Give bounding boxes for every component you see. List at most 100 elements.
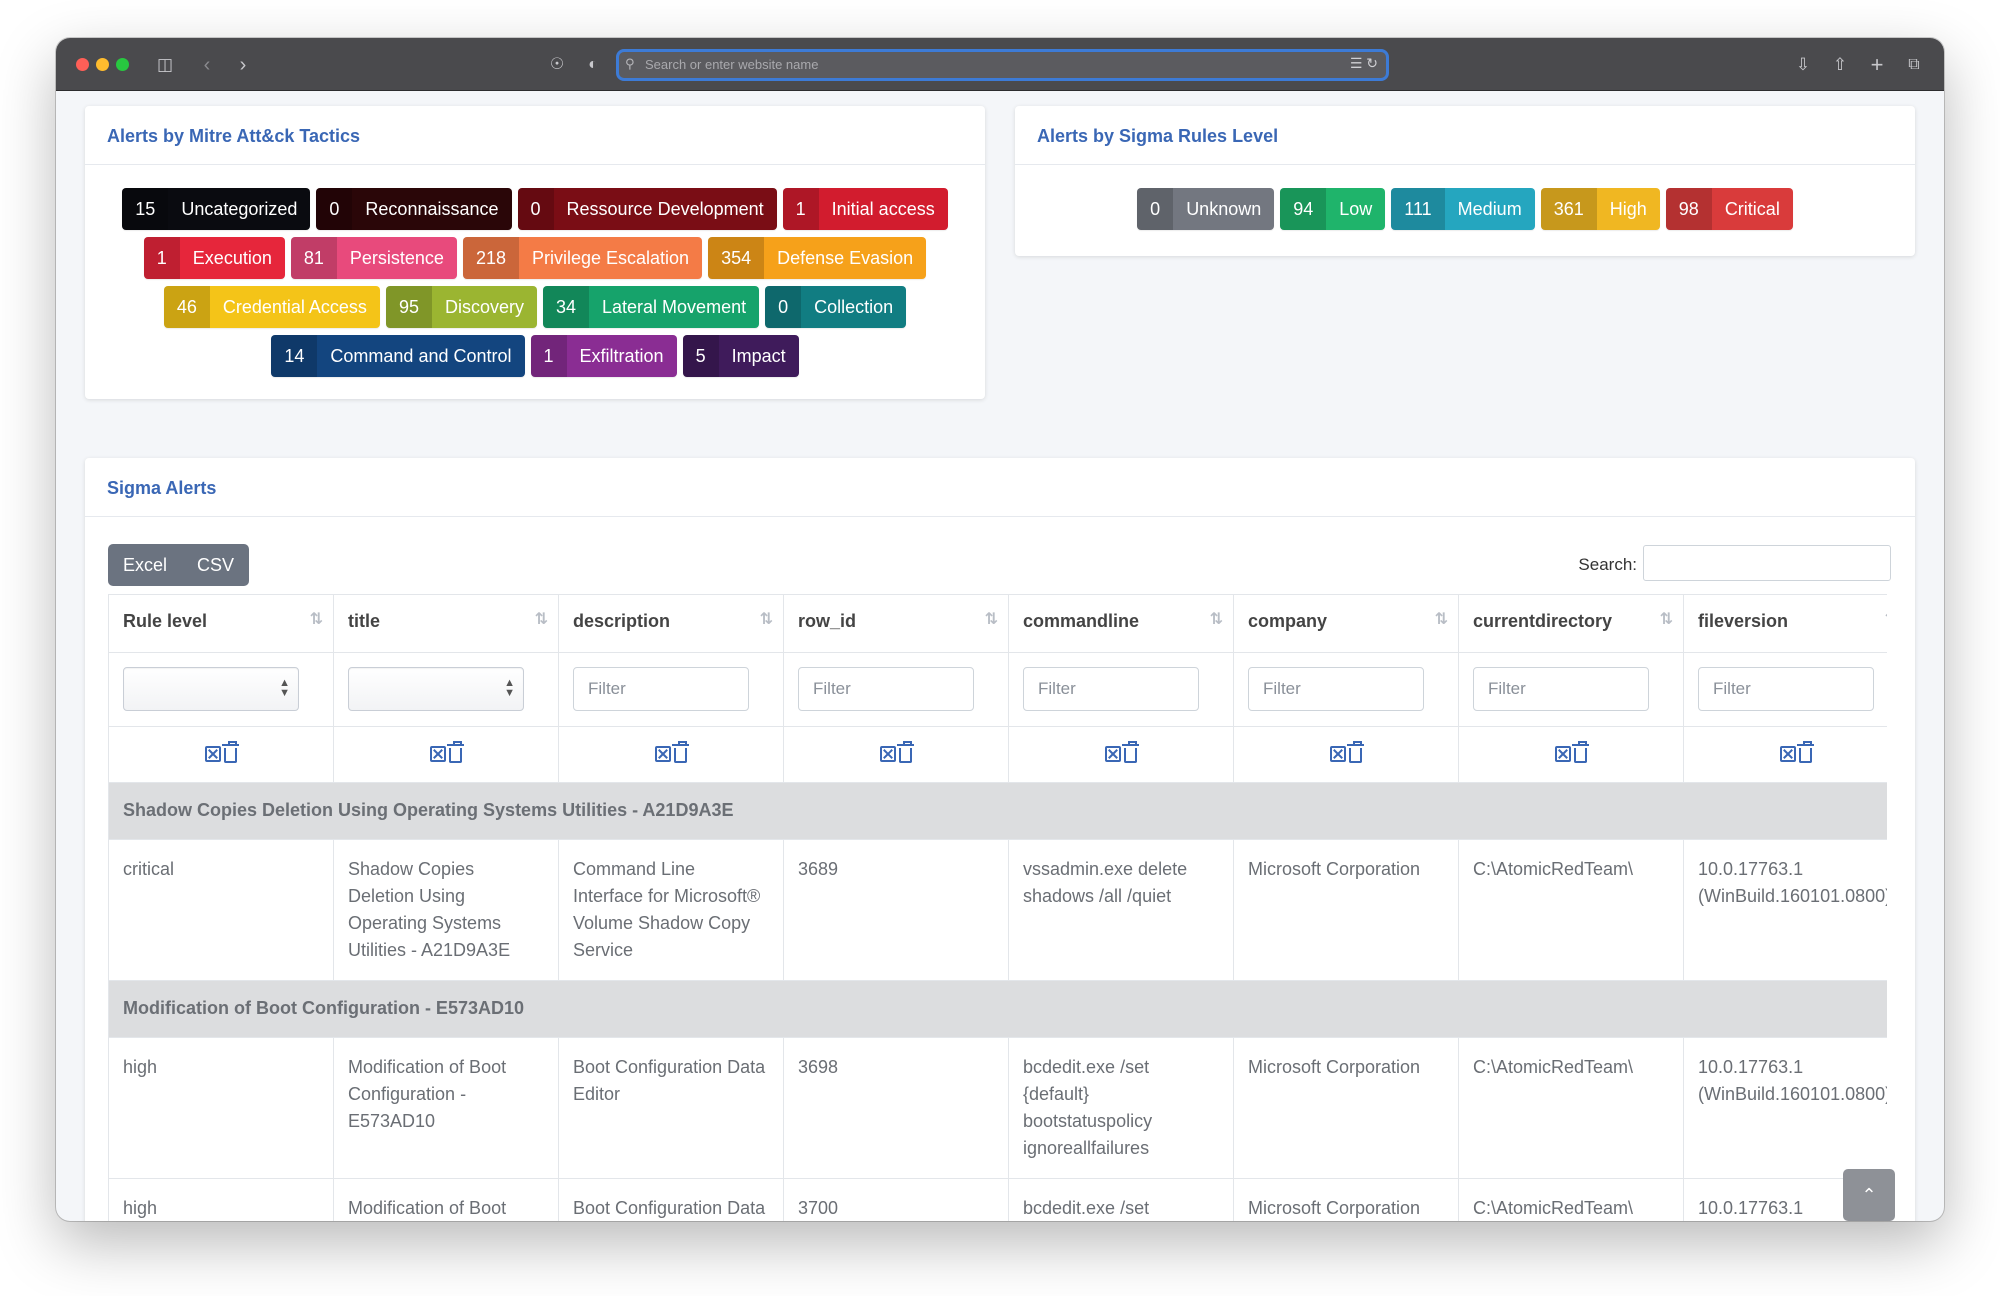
group-row[interactable]: Modification of Boot Configuration - E57… <box>108 980 1887 1038</box>
sort-icon[interactable]: ⇅ <box>984 611 998 628</box>
sigma-alerts-card: Sigma Alerts Excel CSV Search: Rule leve… <box>85 458 1915 1221</box>
trash-icon[interactable] <box>672 741 689 764</box>
browser-window: ◫ ‹ › ☉ ◐ ⚲ Search or enter website name… <box>56 38 1944 1221</box>
sort-icon[interactable]: ⇅ <box>1885 609 1887 629</box>
filter-input[interactable]: Filter <box>1698 667 1874 711</box>
column-header[interactable]: row_id ⇅ <box>783 594 1009 653</box>
tactic-badge[interactable]: 5 Impact <box>682 335 799 377</box>
address-bar[interactable]: ⚲ Search or enter website name ☰ ↻ <box>616 49 1389 81</box>
badge-count: 5 <box>682 335 719 377</box>
badge-label: Medium <box>1457 199 1522 219</box>
minimize-window-button[interactable] <box>96 58 109 71</box>
sort-icon[interactable]: ⇅ <box>1209 611 1223 628</box>
tactic-badge[interactable]: 1 Initial access <box>782 188 948 230</box>
filter-select[interactable]: ▲ ▼ <box>123 667 299 711</box>
clear-filter-icon[interactable] <box>1330 746 1346 763</box>
filter-input[interactable]: Filter <box>1248 667 1424 711</box>
clear-filter-icon[interactable] <box>1105 746 1121 763</box>
tactic-badge[interactable]: 95 Discovery <box>385 286 537 328</box>
column-header[interactable]: company ⇅ <box>1233 594 1459 653</box>
close-window-button[interactable] <box>76 58 89 71</box>
trash-icon[interactable] <box>897 741 914 764</box>
badge-count: 81 <box>290 237 337 279</box>
level-badge[interactable]: 361 High <box>1540 188 1660 230</box>
translate-reload-icon[interactable]: ☰ ↻ <box>1349 55 1378 71</box>
downloads-icon[interactable]: ⇩ <box>1795 55 1811 74</box>
table-row[interactable]: critical Shadow Copies Deletion Using Ope… <box>108 839 1887 981</box>
clear-filter-icon[interactable] <box>205 746 221 763</box>
clear-filter-icon[interactable] <box>1555 746 1571 763</box>
tactic-badge[interactable]: 15 Uncategorized <box>122 188 311 230</box>
level-badge[interactable]: 98 Critical <box>1665 188 1793 230</box>
column-header[interactable]: currentdirectory ⇅ <box>1458 594 1684 653</box>
tactic-badge[interactable]: 0 Ressource Development <box>517 188 777 230</box>
column-header[interactable]: description ⇅ <box>558 594 784 653</box>
zoom-window-button[interactable] <box>116 58 129 71</box>
tactic-badge[interactable]: 46 Credential Access <box>163 286 380 328</box>
filter-input[interactable]: Filter <box>573 667 749 711</box>
table-search-input[interactable] <box>1643 545 1891 581</box>
back-arrow-icon[interactable]: ‹ <box>203 54 211 76</box>
level-badge[interactable]: 111 Medium <box>1391 188 1535 230</box>
sort-icon[interactable]: ⇅ <box>1659 611 1673 628</box>
table-cell: high <box>108 1178 334 1221</box>
badge-label: Uncategorized <box>181 199 298 219</box>
group-row[interactable]: Shadow Copies Deletion Using Operating S… <box>108 782 1887 840</box>
clear-filter-icon[interactable] <box>430 746 446 763</box>
sort-icon[interactable]: ⇅ <box>759 611 773 628</box>
fileversion-line: 10.0.17763.1 <box>1698 1057 1804 1077</box>
filter-input[interactable]: Filter <box>1023 667 1199 711</box>
column-header[interactable]: fileversion ⇅ <box>1683 594 1887 653</box>
sort-icon[interactable]: ⇅ <box>534 611 548 628</box>
trash-icon[interactable] <box>1797 741 1814 764</box>
excel-export-button[interactable]: Excel <box>123 555 168 575</box>
level-badge[interactable]: 0 Unknown <box>1137 188 1275 230</box>
table-cell: bcdedit.exe /set {default} recoveryenabl… <box>1008 1178 1234 1221</box>
badge-label: Low <box>1339 199 1373 219</box>
tactic-badge[interactable]: 1 Execution <box>143 237 285 279</box>
tactic-badge[interactable]: 14 Command and Control <box>271 335 525 377</box>
filter-input[interactable]: Filter <box>1473 667 1649 711</box>
tactic-badge[interactable]: 354 Defense Evasion <box>708 237 927 279</box>
clear-filter-cell <box>1233 726 1459 783</box>
tactic-badge[interactable]: 1 Exfiltration <box>530 335 677 377</box>
tracking-shield-icon[interactable]: ◐ <box>588 56 598 73</box>
new-tab-icon[interactable]: + <box>1870 52 1884 77</box>
tactic-badge[interactable]: 218 Privilege Escalation <box>462 237 703 279</box>
sort-icon[interactable]: ⇅ <box>309 611 323 628</box>
share-icon[interactable]: ⇧ <box>1832 55 1848 74</box>
sidebar-toggle-icon[interactable]: ◫ <box>156 55 174 74</box>
filter-select[interactable]: ▲ ▼ <box>348 667 524 711</box>
clear-filter-icon[interactable] <box>1780 746 1796 763</box>
trash-icon[interactable] <box>1122 741 1139 764</box>
badge-label: Ressource Development <box>566 199 764 219</box>
sort-icon[interactable]: ⇅ <box>1434 611 1448 628</box>
trash-icon[interactable] <box>447 741 464 764</box>
forward-arrow-icon[interactable]: › <box>239 54 247 76</box>
privacy-shield-icon[interactable]: ☉ <box>549 56 565 73</box>
trash-icon[interactable] <box>222 741 239 764</box>
column-header[interactable]: Rule level ⇅ <box>108 594 334 653</box>
level-badge[interactable]: 94 Low <box>1280 188 1386 230</box>
table-cell: bcdedit.exe /set {default} bootstatuspol… <box>1008 1037 1234 1179</box>
badge-label: Execution <box>192 248 272 268</box>
csv-export-button[interactable]: CSV <box>197 555 235 575</box>
tactic-badge[interactable]: 0 Reconnaissance <box>316 188 512 230</box>
badge-count: 46 <box>163 286 210 328</box>
tactic-badge[interactable]: 34 Lateral Movement <box>542 286 760 328</box>
tab-overview-icon[interactable]: ⧉ <box>1908 56 1920 73</box>
badge-count: 98 <box>1665 188 1712 230</box>
column-header[interactable]: title ⇅ <box>333 594 559 653</box>
column-header-label: fileversion <box>1698 611 1789 631</box>
trash-icon[interactable] <box>1347 741 1364 764</box>
clear-filter-icon[interactable] <box>655 746 671 763</box>
tactic-badge[interactable]: 0 Collection <box>765 286 907 328</box>
column-header[interactable]: commandline ⇅ <box>1008 594 1234 653</box>
filter-input[interactable]: Filter <box>798 667 974 711</box>
tactic-badge[interactable]: 81 Persistence <box>290 237 457 279</box>
trash-icon[interactable] <box>1572 741 1589 764</box>
clear-filter-icon[interactable] <box>880 746 896 763</box>
scroll-to-top-button[interactable]: ⌃ <box>1843 1169 1895 1221</box>
